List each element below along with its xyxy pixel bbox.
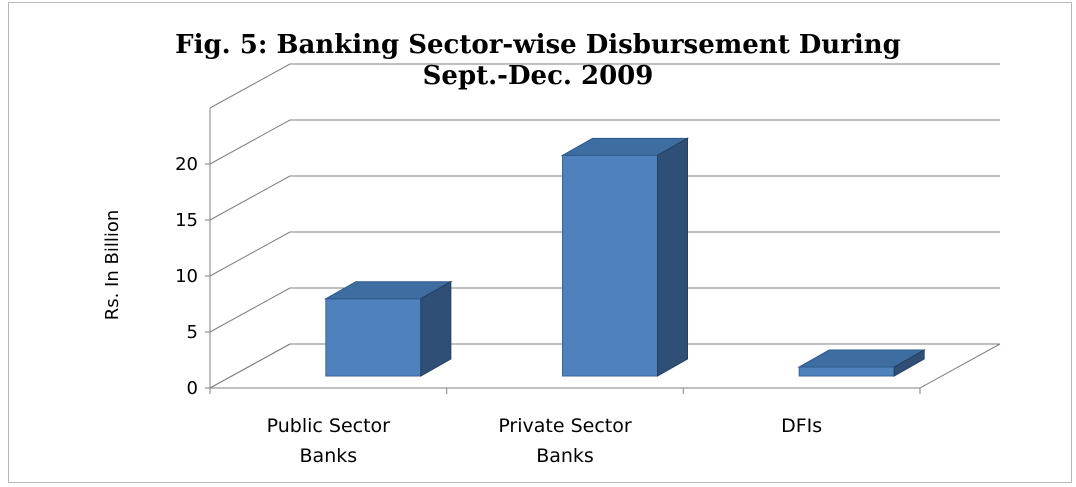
gridline-wall xyxy=(209,119,291,165)
bar-front xyxy=(325,298,422,377)
gridline-wall xyxy=(209,287,291,333)
bar-side xyxy=(657,137,688,377)
gridline-wall xyxy=(209,231,291,277)
labels: 0 5 10 15 20 Public Sector Banks Private Sector… xyxy=(175,154,822,467)
chart-title-line-1: Fig. 5: Banking Sector-wise Disbursement… xyxy=(175,30,901,60)
y-tick-label: 5 xyxy=(187,322,198,343)
chart-title: Fig. 5: Banking Sector-wise Disbursement… xyxy=(0,30,1076,92)
gridline-wall-top xyxy=(209,63,291,109)
bar xyxy=(797,349,927,377)
x-category-label: Private Sector xyxy=(498,415,632,437)
y-tick-label: 0 xyxy=(187,378,198,399)
bars xyxy=(323,137,927,377)
x-category-label: Public Sector xyxy=(267,415,391,437)
x-category-label: DFIs xyxy=(781,415,822,437)
bar-side xyxy=(893,349,925,377)
y-tick-label: 10 xyxy=(175,266,198,287)
y-tick-label: 15 xyxy=(175,210,198,231)
bar-front xyxy=(798,366,895,377)
gridline-wall xyxy=(209,175,291,221)
bar xyxy=(560,137,690,377)
chart-title-line-2: Sept.-Dec. 2009 xyxy=(422,61,654,91)
x-category-label: Banks xyxy=(300,445,358,467)
gridline-wall xyxy=(209,343,291,389)
bar-side xyxy=(420,280,452,377)
axes xyxy=(205,108,921,394)
bar xyxy=(323,280,453,377)
bar-front xyxy=(562,154,658,377)
x-category-label: Banks xyxy=(536,445,594,467)
y-tick-label: 20 xyxy=(175,154,198,175)
chart-frame xyxy=(8,2,1072,483)
